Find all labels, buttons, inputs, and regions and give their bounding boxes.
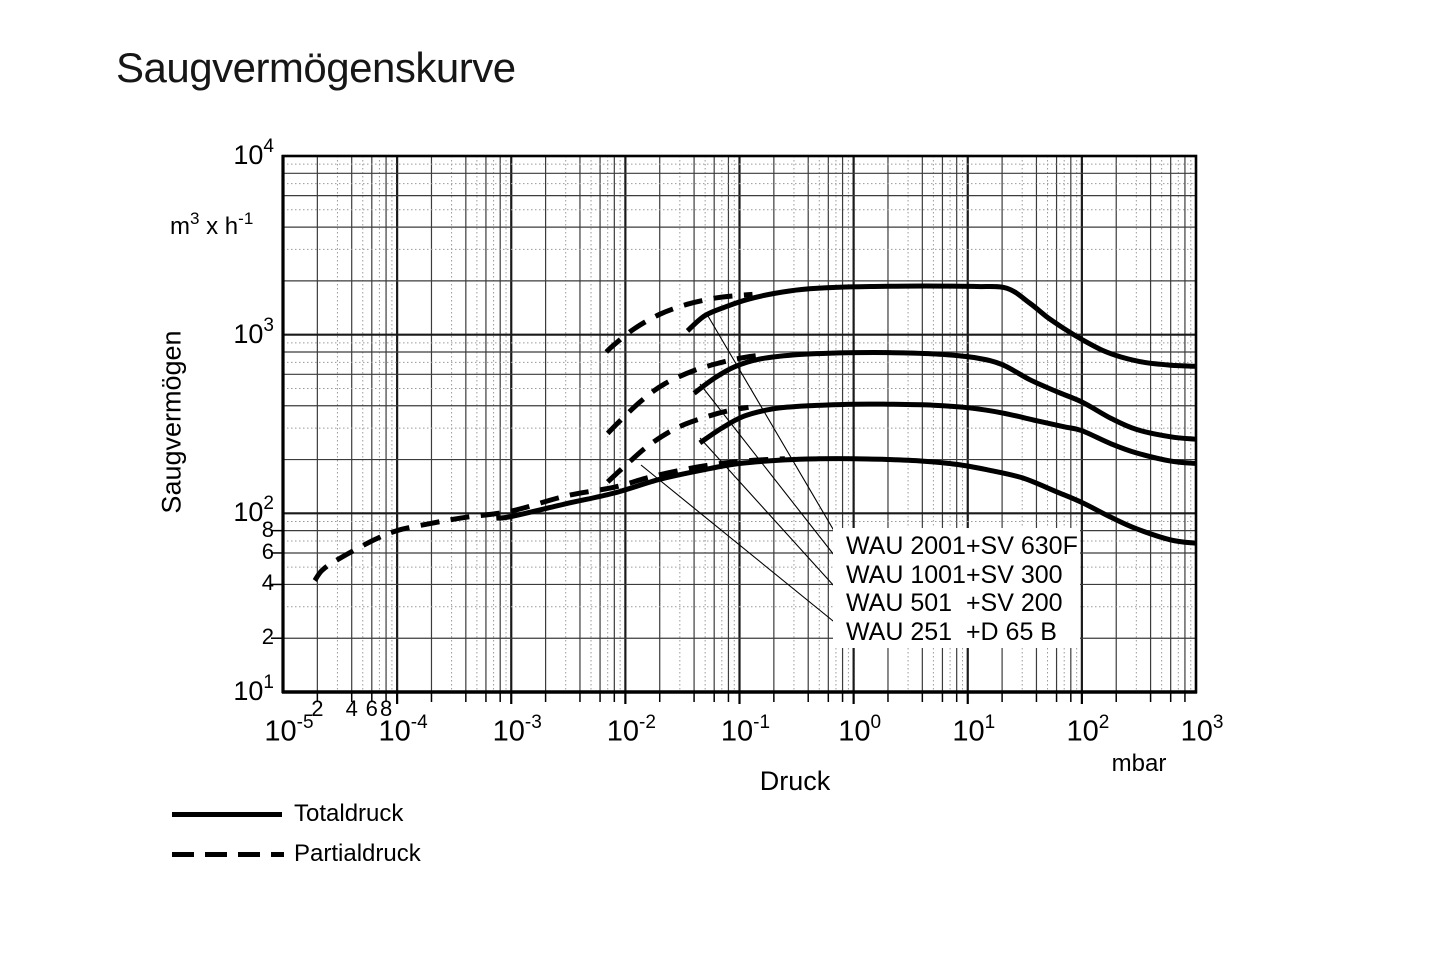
x-tick-label: 103 <box>1180 712 1224 748</box>
x-tick-exponent: 1 <box>984 712 996 733</box>
x-minor-tick-label: 6 <box>365 696 378 721</box>
y-tick-label: 104 <box>233 136 274 170</box>
legend-swatch-solid <box>172 812 282 817</box>
y-tick-label: 102 <box>233 493 274 528</box>
x-minor-tick-label: 2 <box>311 696 324 721</box>
y-minor-tick-label: 8 <box>261 516 274 542</box>
x-axis-label: Druck <box>759 766 831 796</box>
curve-wau-501-+sv-200-total <box>698 401 1197 466</box>
x-tick-label: 100 <box>838 712 882 748</box>
curve-label-1: WAU 2001+SV 630F <box>846 532 1078 560</box>
y-minor-tick-label: 2 <box>261 624 274 650</box>
x-tick-label: 10-2 <box>606 712 656 748</box>
legend-label-dashed: Partialdruck <box>294 840 421 867</box>
curve-label-3: WAU 501 +SV 200 <box>846 589 1063 618</box>
x-minor-tick-label: 4 <box>345 696 358 721</box>
x-tick-exponent: 0 <box>870 712 882 733</box>
y-tick-label: 101 <box>233 672 274 706</box>
x-tick-exponent: -5 <box>296 712 314 733</box>
x-tick-label: 10-3 <box>492 712 542 748</box>
y-tick-exponent: 2 <box>263 493 274 515</box>
curve-label-leader-line <box>640 464 839 626</box>
x-tick-exponent: 2 <box>1098 712 1110 733</box>
curve-wau-1001+sv-300-partial <box>605 351 767 436</box>
curve-wau-251-+d-65-b-partial <box>312 456 786 583</box>
x-tick-label: 10-1 <box>720 712 771 748</box>
page-title: Saugvermögenskurve <box>116 44 516 91</box>
y-axis-label: Saugvermögen <box>156 330 187 514</box>
curve-label-4: WAU 251 +D 65 B <box>846 617 1057 646</box>
y-tick-exponent: 4 <box>263 136 274 157</box>
curve-wau-2001+sv-630f-partial <box>604 291 753 354</box>
curve-wau-251-+d-65-b-total <box>496 456 1197 546</box>
x-tick-exponent: -2 <box>639 712 656 733</box>
curve-label-2: WAU 1001+SV 300 <box>846 560 1063 589</box>
x-tick-label: 10-4 <box>378 712 428 748</box>
x-tick-exponent: -4 <box>410 712 428 733</box>
legend-label-solid: Totaldruck <box>294 800 404 827</box>
x-axis-unit: mbar <box>1111 750 1167 777</box>
curve-label-box <box>833 528 1080 648</box>
curve-label-leader-line <box>699 437 845 598</box>
x-tick-exponent: -3 <box>524 712 542 733</box>
x-tick-label: 102 <box>1066 712 1110 748</box>
curve-wau-2001+sv-630f-total <box>685 283 1197 369</box>
x-tick-exponent: -1 <box>753 712 771 733</box>
curve-wau-1001+sv-300-total <box>692 350 1197 442</box>
y-minor-tick-label: 6 <box>261 538 274 564</box>
legend-swatch-dashed <box>172 852 284 857</box>
y-minor-tick-label: 4 <box>261 570 274 596</box>
x-tick-label: 10-5 <box>264 712 314 748</box>
y-tick-label: 103 <box>233 314 274 349</box>
x-minor-tick-label: 8 <box>379 696 393 721</box>
x-tick-label: 101 <box>952 712 996 748</box>
curve-label-leader-line <box>707 315 841 542</box>
curve-label-leader-line <box>699 383 846 570</box>
x-tick-exponent: 3 <box>1212 712 1224 733</box>
y-tick-exponent: 1 <box>263 672 274 693</box>
y-tick-exponent: 3 <box>263 314 274 336</box>
y-axis-unit: m3 x h-1 <box>170 209 254 240</box>
